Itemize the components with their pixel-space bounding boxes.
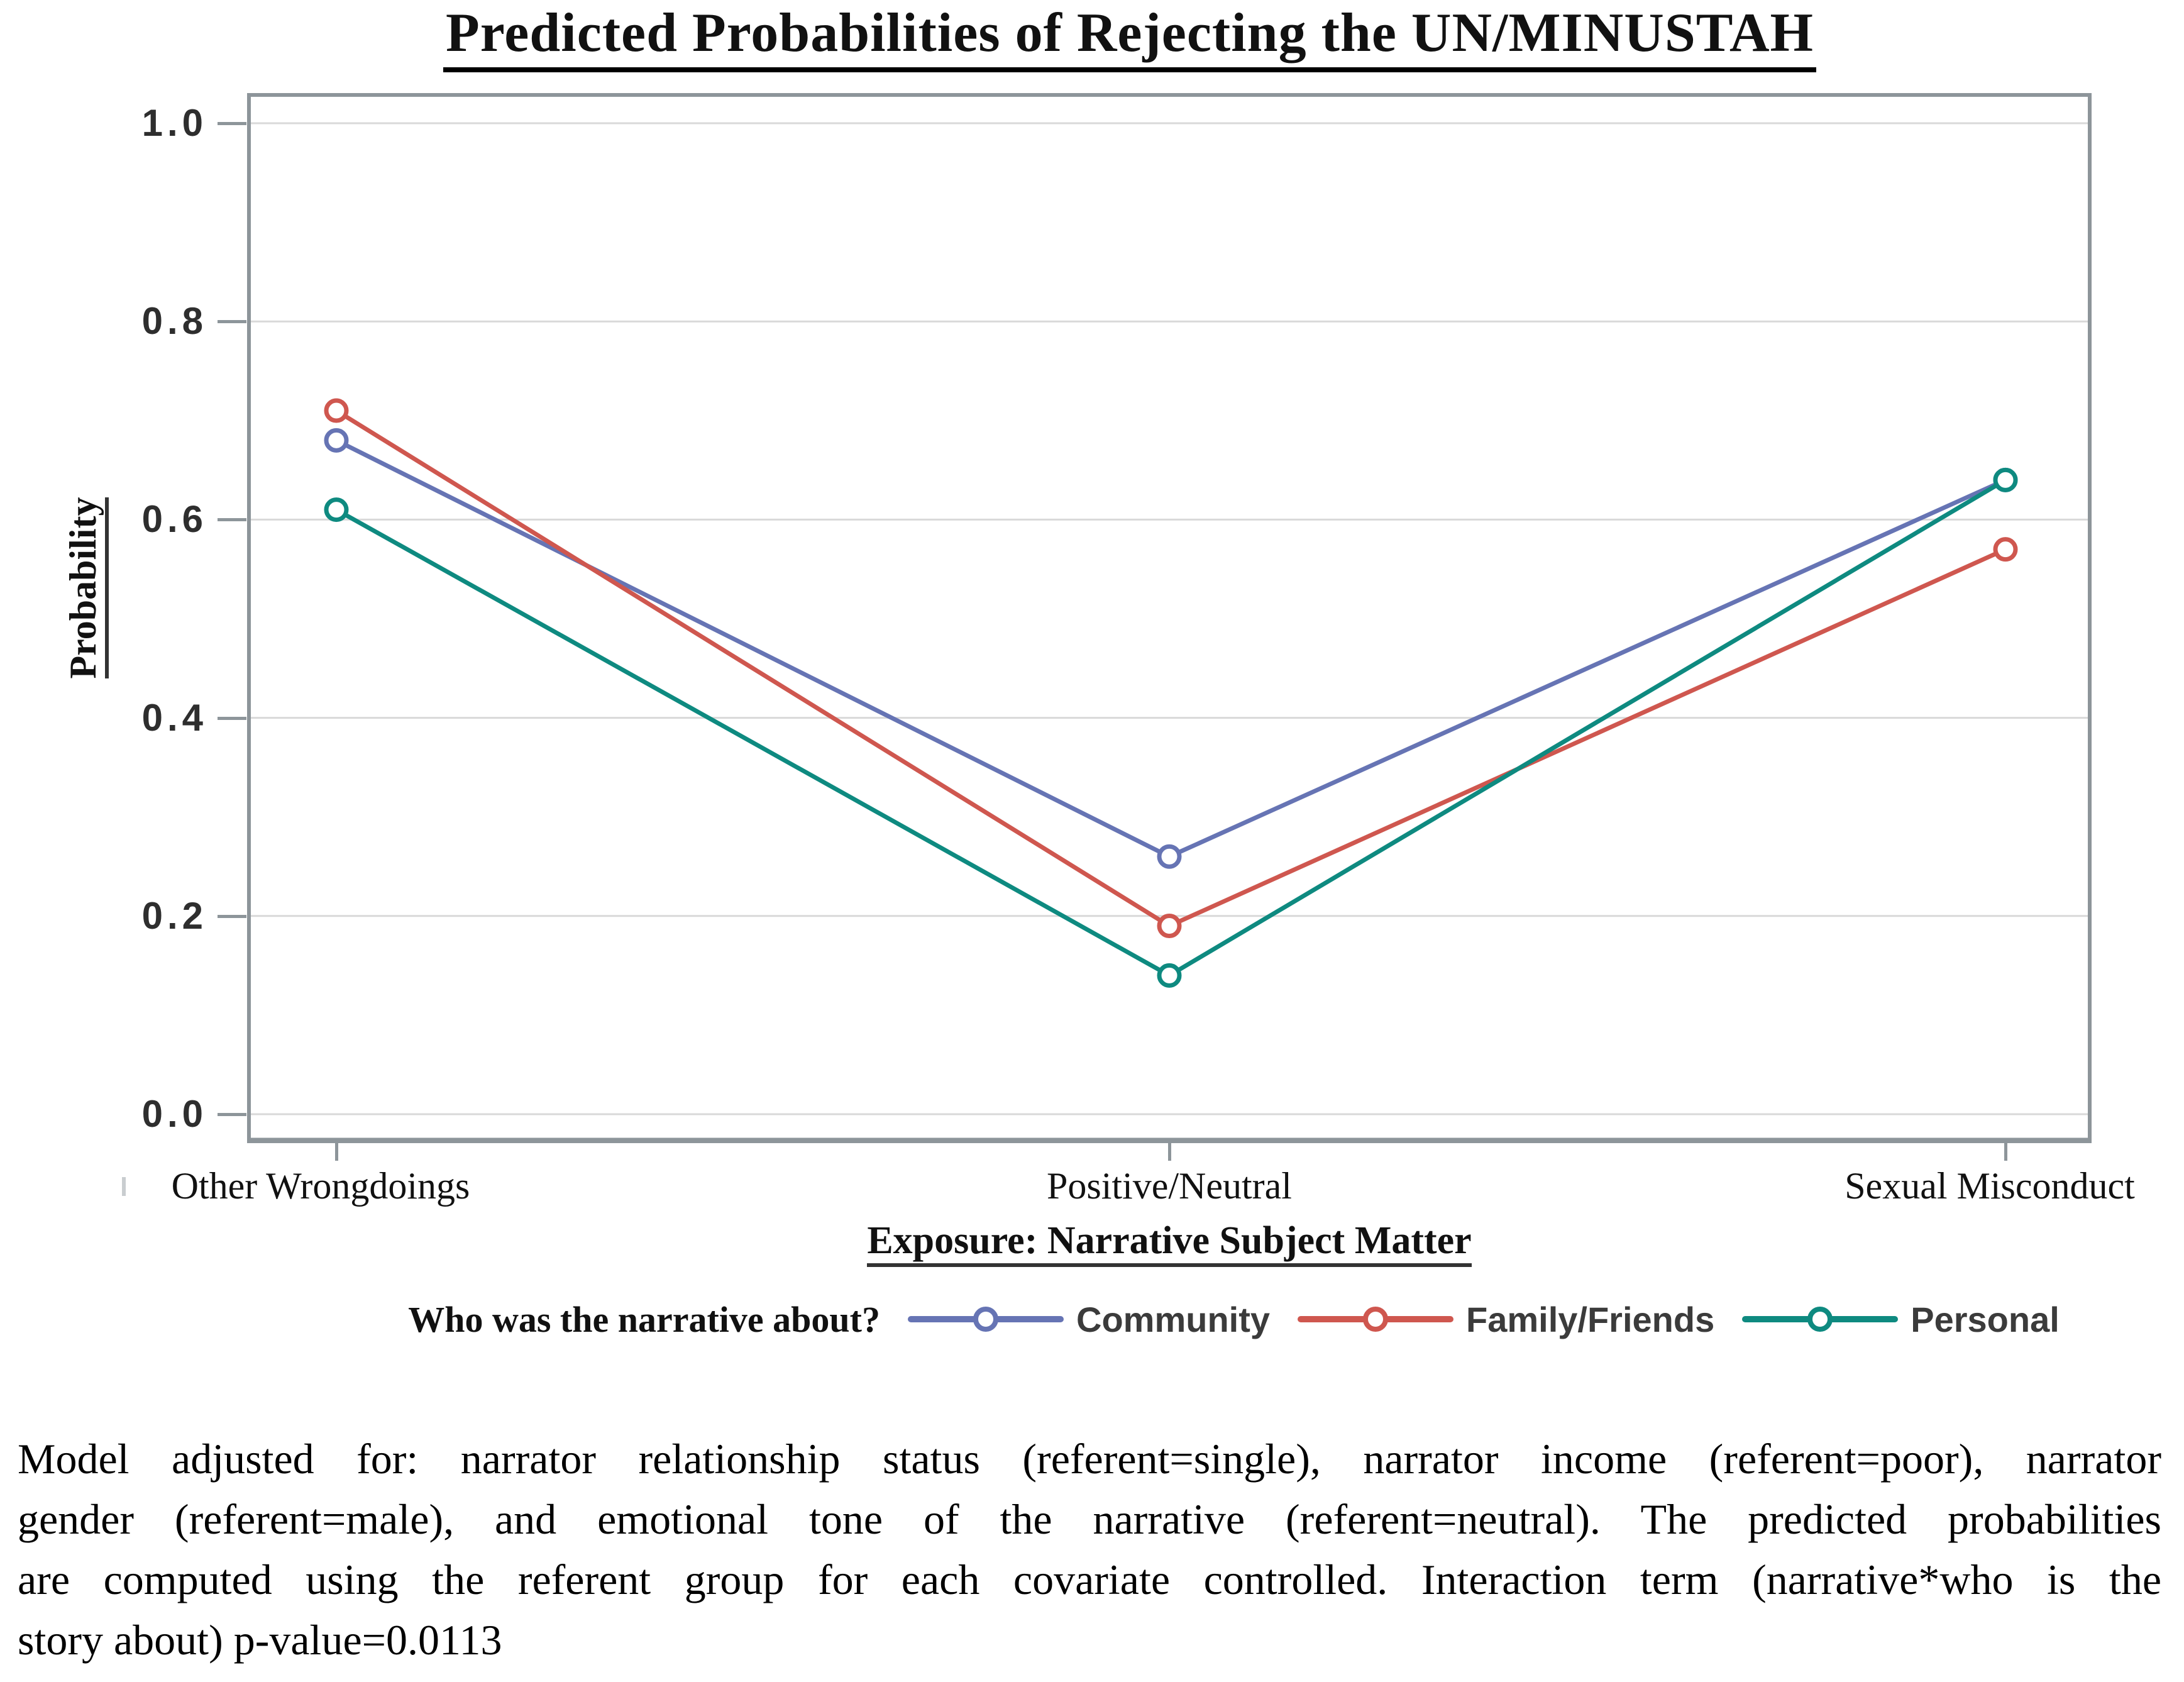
- y-tick-label: 1.0: [141, 102, 207, 144]
- series-line-personal: [335, 478, 2007, 978]
- legend-line-swatch: [1298, 1307, 1453, 1332]
- model-footnote: Model adjusted for: narrator relationshi…: [18, 1429, 2161, 1670]
- legend: Who was the narrative about? Community Fa…: [377, 1289, 2165, 1349]
- legend-open-circle-icon: [1807, 1307, 1833, 1332]
- footnote-line: Model adjusted for: narrator relationshi…: [18, 1435, 2161, 1483]
- legend-label: Family/Friends: [1466, 1299, 1715, 1339]
- legend-item-community: Community: [908, 1299, 1270, 1340]
- y-tick-mark: [218, 518, 246, 522]
- y-tick-mark: [218, 320, 246, 324]
- footnote-line: are computed using the referent group fo…: [18, 1556, 2161, 1603]
- legend-item-personal: Personal: [1742, 1299, 2060, 1340]
- footnote-line: gender (referent=male), and emotional to…: [18, 1495, 2161, 1543]
- x-tick-label: Other Wrongdoings: [171, 1165, 470, 1207]
- legend-line-swatch: [1742, 1307, 1899, 1332]
- x-tick-label: Positive/Neutral: [1047, 1165, 1292, 1207]
- y-tick-label: 0.0: [141, 1093, 207, 1135]
- legend-items: Community Family/Friends Personal: [908, 1299, 2060, 1340]
- y-axis-title: Probability: [62, 431, 112, 745]
- line-chart-plot-area: [247, 93, 2092, 1143]
- data-point-marker: [324, 428, 349, 453]
- y-tick-label: 0.6: [141, 498, 207, 541]
- legend-label: Community: [1076, 1299, 1270, 1339]
- data-point-marker: [1993, 537, 2018, 562]
- legend-open-circle-icon: [1363, 1307, 1388, 1332]
- data-point-marker: [1993, 467, 2018, 492]
- data-point-marker: [1157, 844, 1182, 869]
- y-tick-label: 0.2: [141, 894, 207, 937]
- y-tick-label: 0.4: [141, 696, 207, 739]
- x-tick-label: Sexual Misconduct: [1845, 1165, 2135, 1207]
- x-tick-mark: [335, 1143, 338, 1161]
- x-axis-title-text: Exposure: Narrative Subject Matter: [867, 1219, 1472, 1267]
- y-tick-mark: [218, 716, 246, 720]
- chart-title: Predicted Probabilities of Rejecting the…: [0, 1, 2184, 72]
- x-tick-mark: [1168, 1143, 1171, 1161]
- y-tick-mark: [218, 914, 246, 918]
- y-axis-title-text: Probability: [62, 497, 109, 679]
- legend-item-family-friends: Family/Friends: [1298, 1299, 1714, 1340]
- legend-prompt: Who was the narrative about?: [408, 1298, 880, 1340]
- x-tick-mark: [2004, 1143, 2007, 1161]
- legend-label: Personal: [1911, 1299, 2060, 1339]
- data-point-marker: [324, 398, 349, 423]
- y-tick-mark: [218, 122, 246, 125]
- legend-line-swatch: [908, 1307, 1064, 1332]
- stray-mark: [122, 1177, 126, 1196]
- legend-open-circle-icon: [973, 1307, 998, 1332]
- y-tick-label: 0.8: [141, 300, 207, 343]
- y-tick-mark: [218, 1113, 246, 1116]
- data-point-marker: [1157, 914, 1182, 939]
- data-point-marker: [324, 497, 349, 523]
- chart-title-text: Predicted Probabilities of Rejecting the…: [443, 1, 1816, 72]
- x-axis-title: Exposure: Narrative Subject Matter: [247, 1219, 2092, 1267]
- footnote-line: story about) p-value=0.0113: [18, 1616, 502, 1664]
- data-point-marker: [1157, 963, 1182, 988]
